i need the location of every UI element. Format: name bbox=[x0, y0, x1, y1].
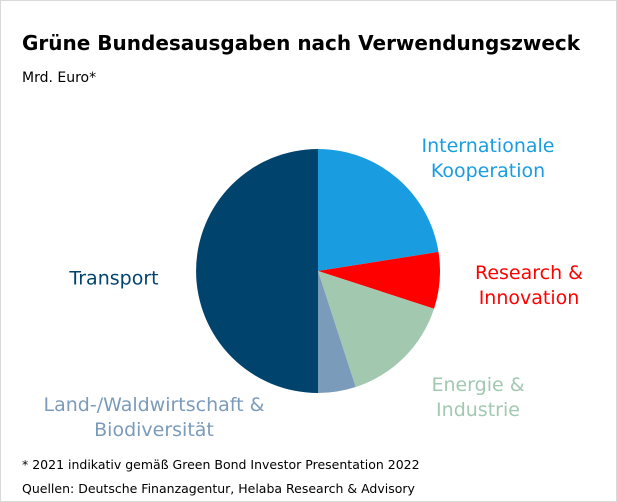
chart-subtitle: Mrd. Euro* bbox=[22, 70, 97, 86]
pie-slice bbox=[318, 271, 356, 393]
pie-slice bbox=[318, 149, 439, 271]
slice-label: Internationale Kooperation bbox=[421, 135, 555, 182]
slice-label: Transport bbox=[69, 267, 159, 290]
source: Quellen: Deutsche Finanzagentur, Helaba … bbox=[22, 481, 415, 496]
slice-label: Energie & Industrie bbox=[431, 374, 525, 421]
slice-label: Research & Innovation bbox=[474, 262, 583, 309]
slice-label: Land-/Waldwirtschaft & Biodiversität bbox=[43, 394, 265, 441]
chart-title: Grüne Bundesausgaben nach Verwendungszwe… bbox=[22, 31, 581, 55]
footnote: * 2021 indikativ gemäß Green Bond Invest… bbox=[22, 457, 420, 472]
pie-slice bbox=[196, 149, 318, 393]
pie-slice bbox=[318, 271, 435, 388]
pie-slice bbox=[318, 251, 440, 309]
